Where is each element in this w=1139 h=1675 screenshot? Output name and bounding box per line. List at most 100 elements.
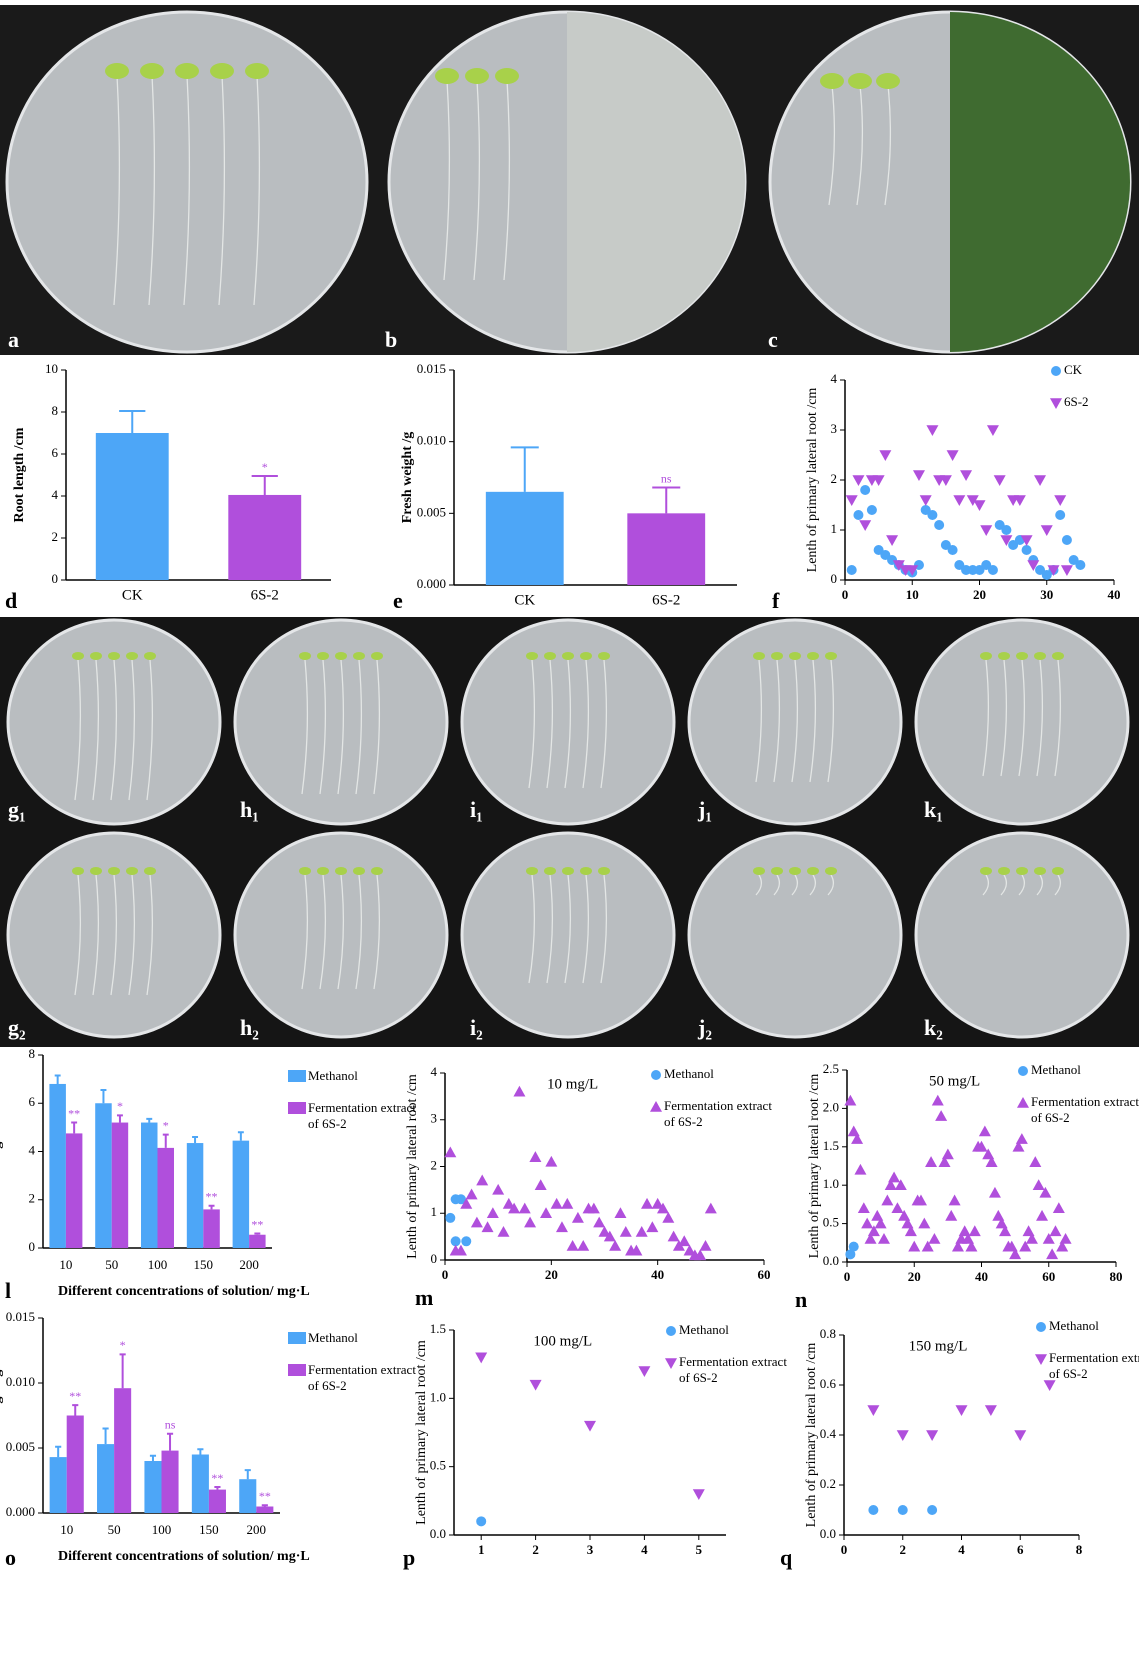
bar: [144, 1461, 161, 1513]
x-axis-label: Different concentrations of solution/ mg…: [58, 1284, 310, 1299]
photo-label: i₂: [470, 1015, 483, 1040]
x-tick-label: 40: [1108, 587, 1121, 602]
y-tick-label: 0: [431, 1251, 438, 1266]
seedling-leaf: [998, 652, 1010, 660]
seedling-leaf: [980, 652, 992, 660]
scatter-point: [908, 1241, 920, 1252]
x-tick-label: 60: [758, 1267, 771, 1282]
seedling-leaf: [144, 867, 156, 875]
photo-label: h₁: [240, 797, 259, 822]
bar: [49, 1084, 65, 1248]
scatter-point: [445, 1213, 455, 1223]
bar: [95, 1103, 111, 1248]
y-tick-label: 0.0: [430, 1526, 446, 1541]
bar: [50, 1457, 67, 1513]
x-tick-label: 50: [108, 1522, 121, 1537]
x-tick-label: 3: [587, 1542, 594, 1557]
petri-dish: [8, 620, 220, 824]
significance-label: **: [206, 1190, 218, 1204]
significance-label: **: [259, 1489, 271, 1503]
seedling-leaf: [1034, 652, 1046, 660]
error-bar: [120, 1354, 126, 1388]
scatter-point: [646, 1221, 658, 1232]
scatter-point: [678, 1235, 690, 1246]
seedling-leaf: [980, 867, 992, 875]
seedling-leaf: [825, 867, 837, 875]
x-tick-label: 60: [1042, 1269, 1055, 1284]
y-axis-label: Lenth of primary lateral root /cm: [414, 1340, 429, 1525]
seedling-leaf: [580, 652, 592, 660]
seedling-leaf: [140, 63, 164, 79]
scatter-point: [666, 1326, 676, 1336]
x-tick-label: 0: [842, 587, 849, 602]
legend-label-box: Fermentation extract of 6S-2: [1031, 1094, 1139, 1134]
x-tick-label: 0: [844, 1269, 851, 1284]
scatter-point: [948, 545, 958, 555]
x-tick-label: 200: [247, 1522, 267, 1537]
scatter-point: [1041, 525, 1053, 536]
seedling-leaf: [353, 867, 365, 875]
photo-label: c: [768, 327, 778, 352]
legend-label-box: Fermentation extract of 6S-2: [1049, 1350, 1139, 1390]
photo-label: h₂: [240, 1015, 259, 1040]
scatter-point: [932, 1095, 944, 1106]
x-tick-label: 0: [442, 1267, 449, 1282]
scatter-point: [700, 1240, 712, 1251]
bar: [96, 433, 169, 580]
scatter-point: [867, 505, 877, 515]
y-tick-label: 4: [431, 1064, 438, 1079]
seedling-leaf: [210, 63, 234, 79]
seedling-leaf: [807, 867, 819, 875]
scatter-point: [898, 1505, 908, 1515]
y-tick-label: 0.6: [820, 1376, 837, 1391]
x-tick-label: 80: [1110, 1269, 1123, 1284]
scatter-point: [1023, 1225, 1035, 1236]
significance-label: *: [117, 1099, 123, 1113]
seedling-leaf: [526, 652, 538, 660]
scatter-point: [1034, 475, 1046, 486]
scatter-point: [1014, 1430, 1026, 1441]
error-bar: [254, 1234, 260, 1235]
legend-swatch: [288, 1070, 306, 1082]
scatter-point: [561, 1198, 573, 1209]
seedling-leaf: [126, 867, 138, 875]
scatter-point: [535, 1179, 547, 1190]
y-tick-label: 0.5: [823, 1215, 839, 1230]
scatter-point: [530, 1380, 542, 1391]
y-axis-label: Lenth of primary lateral root /cm: [405, 1074, 420, 1259]
scatter-point: [853, 510, 863, 520]
photo-label: i₁: [470, 797, 483, 822]
scatter-point: [524, 1217, 536, 1228]
significance-label: *: [120, 1338, 126, 1352]
scatter-point: [1017, 1097, 1029, 1108]
scatter-point: [1035, 1354, 1047, 1365]
scatter-point: [935, 1110, 947, 1121]
error-bar: [100, 1090, 106, 1103]
legend-label: Methanol: [1049, 1318, 1139, 1334]
legend-label: Methanol: [679, 1322, 789, 1338]
legend-label: Fermentation extract of 6S-2: [308, 1362, 428, 1394]
legend-label: 6S-2: [1064, 394, 1139, 410]
scatter-point: [878, 1233, 890, 1244]
scatter-point: [988, 565, 998, 575]
bar: [209, 1490, 226, 1513]
scatter-point: [860, 485, 870, 495]
x-tick-label: 0: [841, 1542, 848, 1557]
seedling-leaf: [598, 867, 610, 875]
scatter-point: [891, 1202, 903, 1213]
y-tick-label: 6: [52, 445, 59, 460]
y-tick-label: 0: [29, 1239, 36, 1254]
chart-title: 50 mg/L: [929, 1073, 980, 1089]
scatter-point: [609, 1240, 621, 1251]
y-axis-label: Lenth of primary lateral root /cm: [807, 1074, 822, 1259]
scatter-point: [497, 1226, 509, 1237]
scatter-point: [928, 1233, 940, 1244]
legend-swatch: [288, 1332, 306, 1344]
error-bar: [252, 476, 278, 495]
x-tick-label: 40: [975, 1269, 988, 1284]
scatter-point: [913, 470, 925, 481]
chart-title: 100 mg/L: [533, 1333, 592, 1349]
bar: [256, 1507, 273, 1514]
x-tick-label: 10: [906, 587, 919, 602]
scatter-point: [920, 495, 932, 506]
